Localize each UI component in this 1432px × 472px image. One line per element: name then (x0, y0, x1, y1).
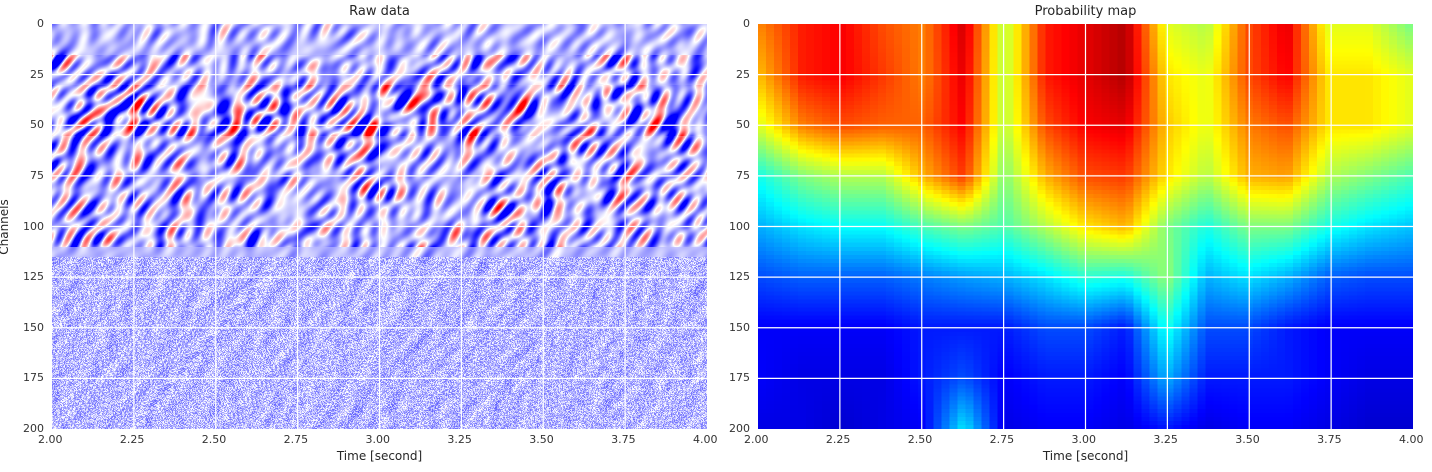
raw-grid (52, 24, 707, 429)
x-tick-label: 4.00 (693, 433, 718, 446)
raw-ylabel: Channels (0, 199, 11, 255)
probability-map-heatmap (758, 24, 1413, 429)
y-tick-label: 0 (743, 17, 750, 30)
x-tick-label: 2.25 (119, 433, 145, 446)
x-tick-label: 2.00 (744, 433, 769, 446)
y-tick-label: 100 (729, 219, 750, 233)
y-tick-label: 200 (729, 422, 750, 435)
y-tick-label: 175 (23, 371, 44, 385)
x-tick-label: 2.50 (907, 433, 933, 446)
x-tick-label: 2.75 (283, 433, 309, 446)
x-tick-label: 3.25 (1153, 433, 1178, 446)
y-tick-label: 0 (37, 17, 44, 30)
x-tick-label: 3.00 (365, 433, 391, 446)
x-tick-label: 2.50 (201, 433, 227, 446)
raw-xlabel: Time [second] (336, 449, 423, 463)
x-tick-label: 3.50 (1235, 433, 1260, 446)
raw-title: Raw data (349, 4, 410, 19)
x-tick-label: 3.00 (1071, 433, 1097, 446)
y-tick-label: 150 (23, 320, 44, 334)
y-tick-label: 50 (736, 118, 750, 132)
x-tick-label: 3.75 (611, 433, 636, 446)
x-tick-label: 2.25 (825, 433, 851, 446)
prob-xlabel: Time [second] (1042, 449, 1129, 463)
x-tick-label: 4.00 (1399, 433, 1424, 446)
raw-data-heatmap (52, 24, 707, 429)
y-tick-label: 125 (23, 270, 44, 284)
y-tick-label: 150 (729, 320, 750, 334)
y-tick-label: 100 (23, 219, 44, 233)
y-tick-label: 200 (23, 422, 44, 435)
x-tick-label: 3.25 (447, 433, 472, 446)
prob-title: Probability map (1034, 4, 1137, 19)
y-tick-label: 25 (30, 67, 44, 81)
x-tick-label: 3.50 (529, 433, 554, 446)
y-tick-label: 75 (736, 168, 750, 182)
y-tick-label: 125 (729, 270, 750, 284)
prob-grid (758, 24, 1413, 429)
y-tick-label: 25 (736, 67, 750, 81)
y-tick-label: 75 (30, 168, 44, 182)
y-tick-label: 50 (30, 118, 44, 132)
x-tick-label: 2.75 (989, 433, 1015, 446)
x-tick-label: 2.00 (38, 433, 63, 446)
x-tick-label: 3.75 (1317, 433, 1342, 446)
y-tick-label: 175 (729, 371, 750, 385)
